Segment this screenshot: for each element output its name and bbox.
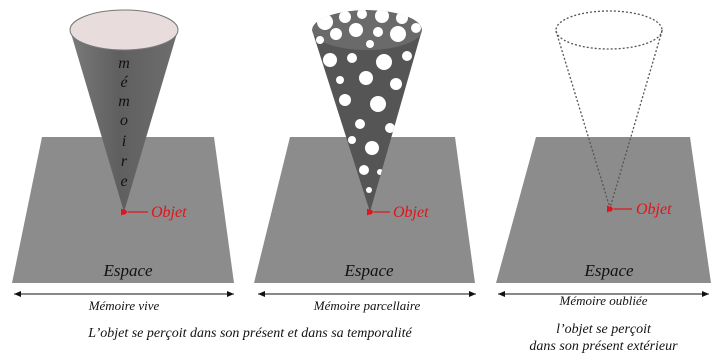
cone-letter: m — [118, 93, 130, 110]
memory-holes — [312, 10, 422, 193]
statement-right-line-2: dans son présent extérieur — [529, 339, 678, 354]
panel-memoire-parcellaire: Objet Espace — [254, 10, 476, 297]
cone-letter: e — [120, 173, 127, 190]
cone-letter: o — [120, 112, 128, 129]
cone-word-memoire: m é m o i r e — [118, 55, 130, 190]
space-label: Espace — [583, 261, 634, 280]
cone-letter: r — [121, 153, 128, 170]
caption-memoire-vive: Mémoire vive — [88, 298, 160, 313]
object-point — [367, 209, 373, 215]
memory-cone-outline — [555, 10, 663, 209]
memory-cone — [312, 30, 422, 212]
space-plane — [254, 137, 475, 283]
caption-memoire-parcellaire: Mémoire parcellaire — [313, 298, 421, 313]
object-label: Objet — [393, 204, 429, 221]
panel-memoire-oubliee: Objet Espace — [496, 10, 711, 297]
space-label: Espace — [343, 261, 394, 280]
object-point — [607, 206, 613, 212]
statement-right-line-1: l’objet se perçoit — [556, 322, 651, 337]
space-label: Espace — [102, 261, 153, 280]
space-plane — [496, 137, 711, 283]
cone-letter: é — [120, 74, 128, 91]
statement-left: L’objet se perçoit dans son présent et d… — [88, 326, 412, 341]
cone-top-ellipse — [69, 9, 179, 51]
object-point — [121, 209, 127, 215]
object-label: Objet — [151, 204, 187, 221]
panel-memoire-vive: m é m o i r e Objet Espace — [12, 9, 234, 297]
memory-cone — [70, 30, 178, 212]
cone-letter: i — [122, 133, 126, 150]
caption-memoire-oubliee: Mémoire oubliée — [559, 293, 648, 308]
cone-letter: m — [118, 55, 130, 72]
object-label: Objet — [636, 201, 672, 218]
